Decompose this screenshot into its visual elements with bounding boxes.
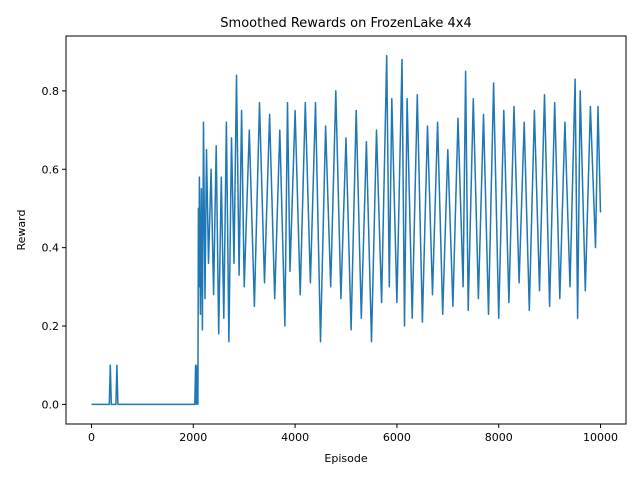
series-line bbox=[91, 54, 602, 406]
y-axis-label: Reward bbox=[15, 210, 28, 251]
plot-area bbox=[91, 54, 602, 406]
x-tick-label: 8000 bbox=[485, 431, 513, 444]
y-axis: 0.0 0.2 0.4 0.6 0.8 bbox=[42, 85, 66, 411]
x-tick-label: 10000 bbox=[583, 431, 618, 444]
x-tick-label: 4000 bbox=[281, 431, 309, 444]
x-tick-label: 2000 bbox=[179, 431, 207, 444]
y-tick-label: 0.2 bbox=[42, 320, 60, 333]
axes-frame bbox=[65, 35, 627, 425]
x-axis: 0 2000 4000 6000 8000 10000 bbox=[88, 424, 618, 444]
x-tick-label: 0 bbox=[88, 431, 95, 444]
y-tick-label: 0.4 bbox=[42, 242, 60, 255]
x-axis-label: Episode bbox=[324, 452, 367, 465]
y-tick-label: 0.6 bbox=[42, 163, 60, 176]
y-tick-label: 0.8 bbox=[42, 85, 60, 98]
x-tick-label: 6000 bbox=[383, 431, 411, 444]
chart-title: Smoothed Rewards on FrozenLake 4x4 bbox=[220, 16, 471, 31]
y-tick-label: 0.0 bbox=[42, 398, 60, 411]
